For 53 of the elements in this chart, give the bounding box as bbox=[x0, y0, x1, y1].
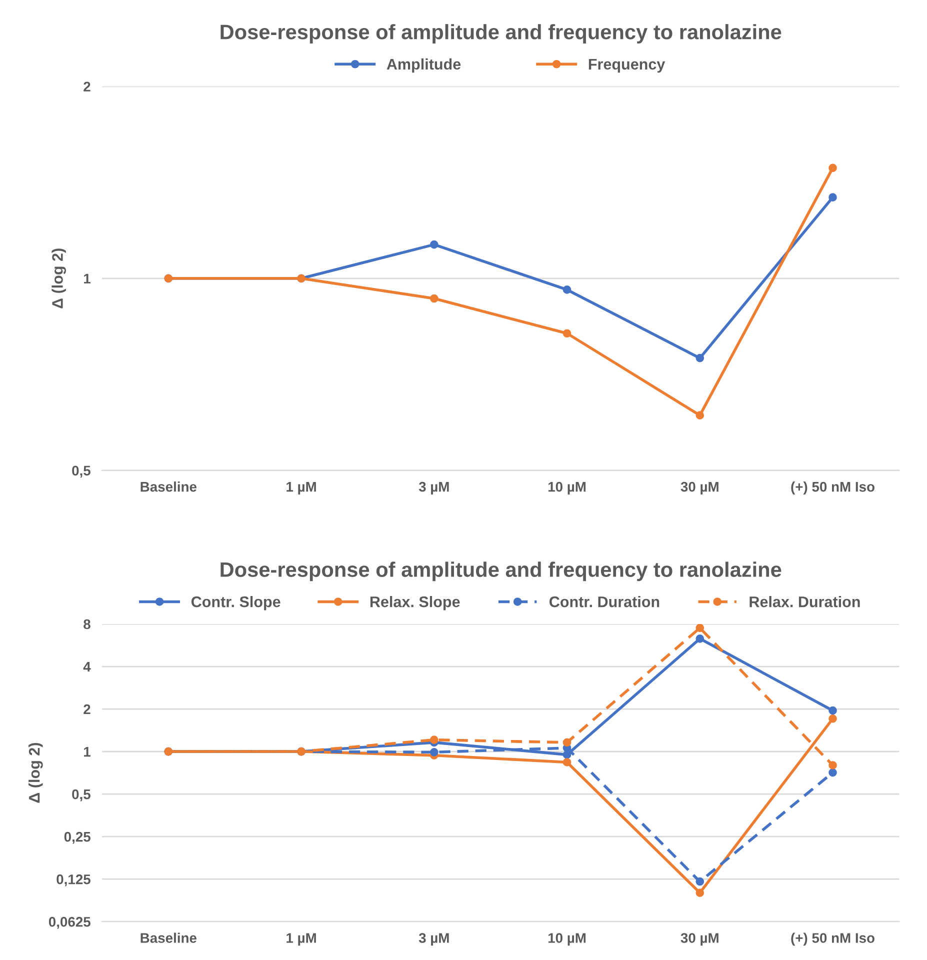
legend-label: Amplitude bbox=[386, 58, 461, 73]
legend-label: Contr. Duration bbox=[550, 596, 660, 608]
x-tick-label: 10 µM bbox=[548, 933, 586, 946]
point bbox=[696, 411, 704, 420]
point bbox=[696, 888, 704, 897]
chart-title: Dose-response of amplitude and frequency to ranolazine bbox=[220, 24, 782, 44]
point bbox=[430, 294, 438, 303]
point bbox=[430, 240, 438, 249]
x-tick-label: Baseline bbox=[140, 482, 196, 492]
point bbox=[828, 164, 837, 172]
point bbox=[828, 768, 837, 777]
y-tick-label: 0,5 bbox=[72, 466, 90, 478]
point bbox=[696, 634, 704, 643]
legend-label: Contr. Slope bbox=[191, 596, 280, 610]
point bbox=[430, 748, 438, 756]
point bbox=[696, 624, 704, 632]
point bbox=[562, 329, 572, 338]
point bbox=[696, 877, 704, 886]
point bbox=[828, 706, 837, 715]
x-tick-label: (+) 50 nM Iso bbox=[791, 932, 874, 946]
chart-title: Dose-response of amplitude and frequency to ranolazine bbox=[220, 562, 782, 582]
y-tick-label: 8 bbox=[84, 619, 90, 630]
y-tick-label: 4 bbox=[83, 662, 91, 672]
x-tick-label: (+) 50 nM Iso bbox=[791, 482, 874, 494]
legend-label: Relax. Slope bbox=[370, 596, 460, 610]
legend-label: Frequency bbox=[588, 58, 666, 73]
y-tick-label: 1 bbox=[84, 274, 90, 284]
y-axis-title: Δ (log 2) bbox=[52, 248, 66, 308]
y-tick-label: 0,125 bbox=[56, 874, 90, 886]
point bbox=[562, 738, 572, 747]
y-tick-label: 2 bbox=[84, 82, 90, 92]
x-tick-label: 3 µM bbox=[418, 933, 449, 946]
y-tick-label: 0,25 bbox=[64, 832, 90, 844]
x-tick-label: 30 µM bbox=[680, 482, 718, 494]
x-tick-label: 1 µM bbox=[286, 482, 316, 494]
x-tick-label: 10 µM bbox=[548, 482, 586, 494]
x-tick-label: 1 µM bbox=[286, 933, 316, 946]
point bbox=[562, 286, 572, 294]
x-tick-label: 3 µM bbox=[418, 482, 449, 494]
point bbox=[828, 193, 837, 202]
legend-label: Relax. Duration bbox=[750, 596, 860, 608]
point bbox=[828, 714, 837, 723]
y-tick-label: 0,0625 bbox=[48, 916, 90, 929]
y-tick-label: 1 bbox=[84, 747, 90, 757]
x-tick-label: Baseline bbox=[140, 932, 196, 943]
y-axis-title: Δ (log 2) bbox=[28, 743, 43, 803]
point bbox=[828, 761, 837, 770]
y-tick-label: 0,5 bbox=[72, 789, 90, 802]
point bbox=[562, 758, 572, 766]
x-tick-label: 30 µM bbox=[680, 933, 718, 946]
point bbox=[696, 354, 704, 362]
y-tick-label: 2 bbox=[84, 704, 90, 714]
point bbox=[430, 736, 438, 744]
